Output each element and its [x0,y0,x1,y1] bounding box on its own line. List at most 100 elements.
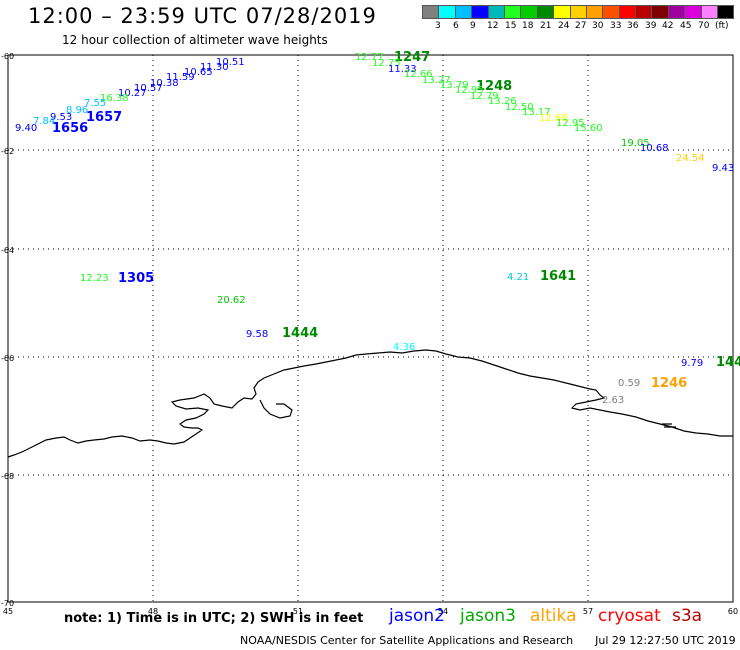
wave-height-label: 20.62 [217,295,246,306]
longitude-label: 45 [3,607,13,616]
wave-height-label: 12.23 [80,273,109,284]
wave-height-label: 0.59 [618,378,640,389]
wave-height-label: 9.40 [15,123,37,134]
footer-timestamp: Jul 29 12:27:50 UTC 2019 [595,634,736,647]
legend-note: note: 1) Time is in UTC; 2) SWH is in fe… [64,611,364,626]
color-scale-label: (ft) [715,21,729,31]
wave-height-label: 11.30 [200,62,229,73]
color-scale-label: 33 [610,21,622,31]
wave-height-label: 4.36 [393,342,415,353]
wave-height-label: 2.63 [602,395,624,406]
wave-height-label: 12.79 [470,91,499,102]
wave-height-label: 9.79 [681,358,703,369]
pass-time-label: 144 [716,355,740,370]
wave-height-label: 16.38 [100,93,129,104]
wave-height-label: 13.17 [522,107,551,118]
longitude-label: 60 [728,607,738,616]
color-scale-label: 18 [522,21,534,31]
wave-height-label: 7.84 [33,116,55,127]
wave-height-label: 10.68 [640,143,669,154]
satellite-legend-item: jason2 [389,606,445,626]
color-scale-label: 42 [662,21,674,31]
color-scale-label: 30 [592,21,604,31]
wave-height-label: 7.55 [84,98,106,109]
wave-height-label: 9.58 [246,329,268,340]
latitude-label: -66 [1,354,14,363]
longitude-label: 57 [583,607,593,616]
wave-height-label: 10.38 [150,78,179,89]
color-scale-label: 3 [435,21,441,31]
wave-height-label: 11.33 [388,64,417,75]
footer-credit: NOAA/NESDIS Center for Satellite Applica… [240,634,574,647]
wave-height-label: 19.05 [621,138,650,149]
wave-height-label: 12.75 [372,58,401,69]
color-swatch [717,5,735,19]
wave-height-label: 12.95 [455,85,484,96]
longitude-label: 48 [148,607,158,616]
latitude-label: -70 [1,599,14,608]
color-scale-label: 15 [505,21,517,31]
latitude-label: -64 [1,246,14,255]
pass-time-label: 1641 [540,269,576,284]
graticule [8,55,733,602]
color-scale-label: 9 [470,21,476,31]
color-scale-label: 27 [575,21,587,31]
color-scale-bar [422,5,735,19]
latitude-labels: -60 -62 -64 -66 -68 -70 [1,52,14,608]
page-subtitle: 12 hour collection of altimeter wave hei… [62,33,328,47]
wave-height-label: 12.50 [505,102,534,113]
pass-time-label: 1246 [651,376,687,391]
wave-height-label: 12.77 [355,52,384,63]
coast-inlet [259,399,293,419]
wave-height-label: 13.26 [488,96,517,107]
wave-height-label: 12.68 [539,113,568,124]
antarctic-coastline [7,349,733,458]
wave-height-label: 11.59 [166,72,195,83]
longitude-label: 51 [293,607,303,616]
wave-height-label: 10.57 [134,83,163,94]
wave-height-label: 10.65 [184,67,213,78]
color-scale-label: 45 [680,21,692,31]
longitude-labels: 45 48 51 54 57 60 [3,607,738,616]
color-scale-label: 12 [487,21,499,31]
latitude-label: -60 [1,52,14,61]
wave-height-label: 10.51 [216,57,245,68]
wave-height-label: 12.66 [404,69,433,80]
satellite-legend-item: s3a [672,606,703,626]
satellite-legend-item: cryosat [598,606,661,626]
footer: NOAA/NESDIS Center for Satellite Applica… [240,634,736,647]
coast-island [662,423,676,428]
map-frame [7,54,734,603]
wave-height-label: 24.54 [676,153,705,164]
latitude-label: -68 [1,472,14,481]
pass-time-label: 1248 [476,79,512,94]
color-scale-label: 24 [558,21,570,31]
color-scale-label: 39 [645,21,657,31]
color-scale-label: 70 [698,21,710,31]
latitude-label: -62 [1,147,14,156]
longitude-label: 54 [438,607,448,616]
color-scale-label: 36 [627,21,639,31]
wave-height-label: 10.27 [118,88,147,99]
page-title: 12:00 – 23:59 UTC 07/28/2019 [28,4,377,28]
satellite-legend-item: jason3 [460,606,516,626]
pass-time-label: 1305 [118,271,154,286]
color-scale-label: 6 [453,21,459,31]
wave-height-label: 12.95 [556,118,585,129]
wave-height-label: 8.96 [66,105,88,116]
pass-time-label: 1657 [86,110,122,125]
pass-time-label: 1444 [282,326,318,341]
wave-height-label: 13.79 [440,80,469,91]
wave-height-label: 9.53 [50,112,72,123]
wave-height-label: 4.21 [507,272,529,283]
pass-time-label: 1247 [394,50,430,65]
wave-height-label: 15.60 [574,123,603,134]
wave-height-label: 13.27 [422,75,451,86]
pass-time-label: 1656 [52,121,88,136]
color-scale-label: 21 [540,21,552,31]
satellite-legend-item: altika [530,606,577,626]
wave-height-label: 9.43 [712,163,734,174]
